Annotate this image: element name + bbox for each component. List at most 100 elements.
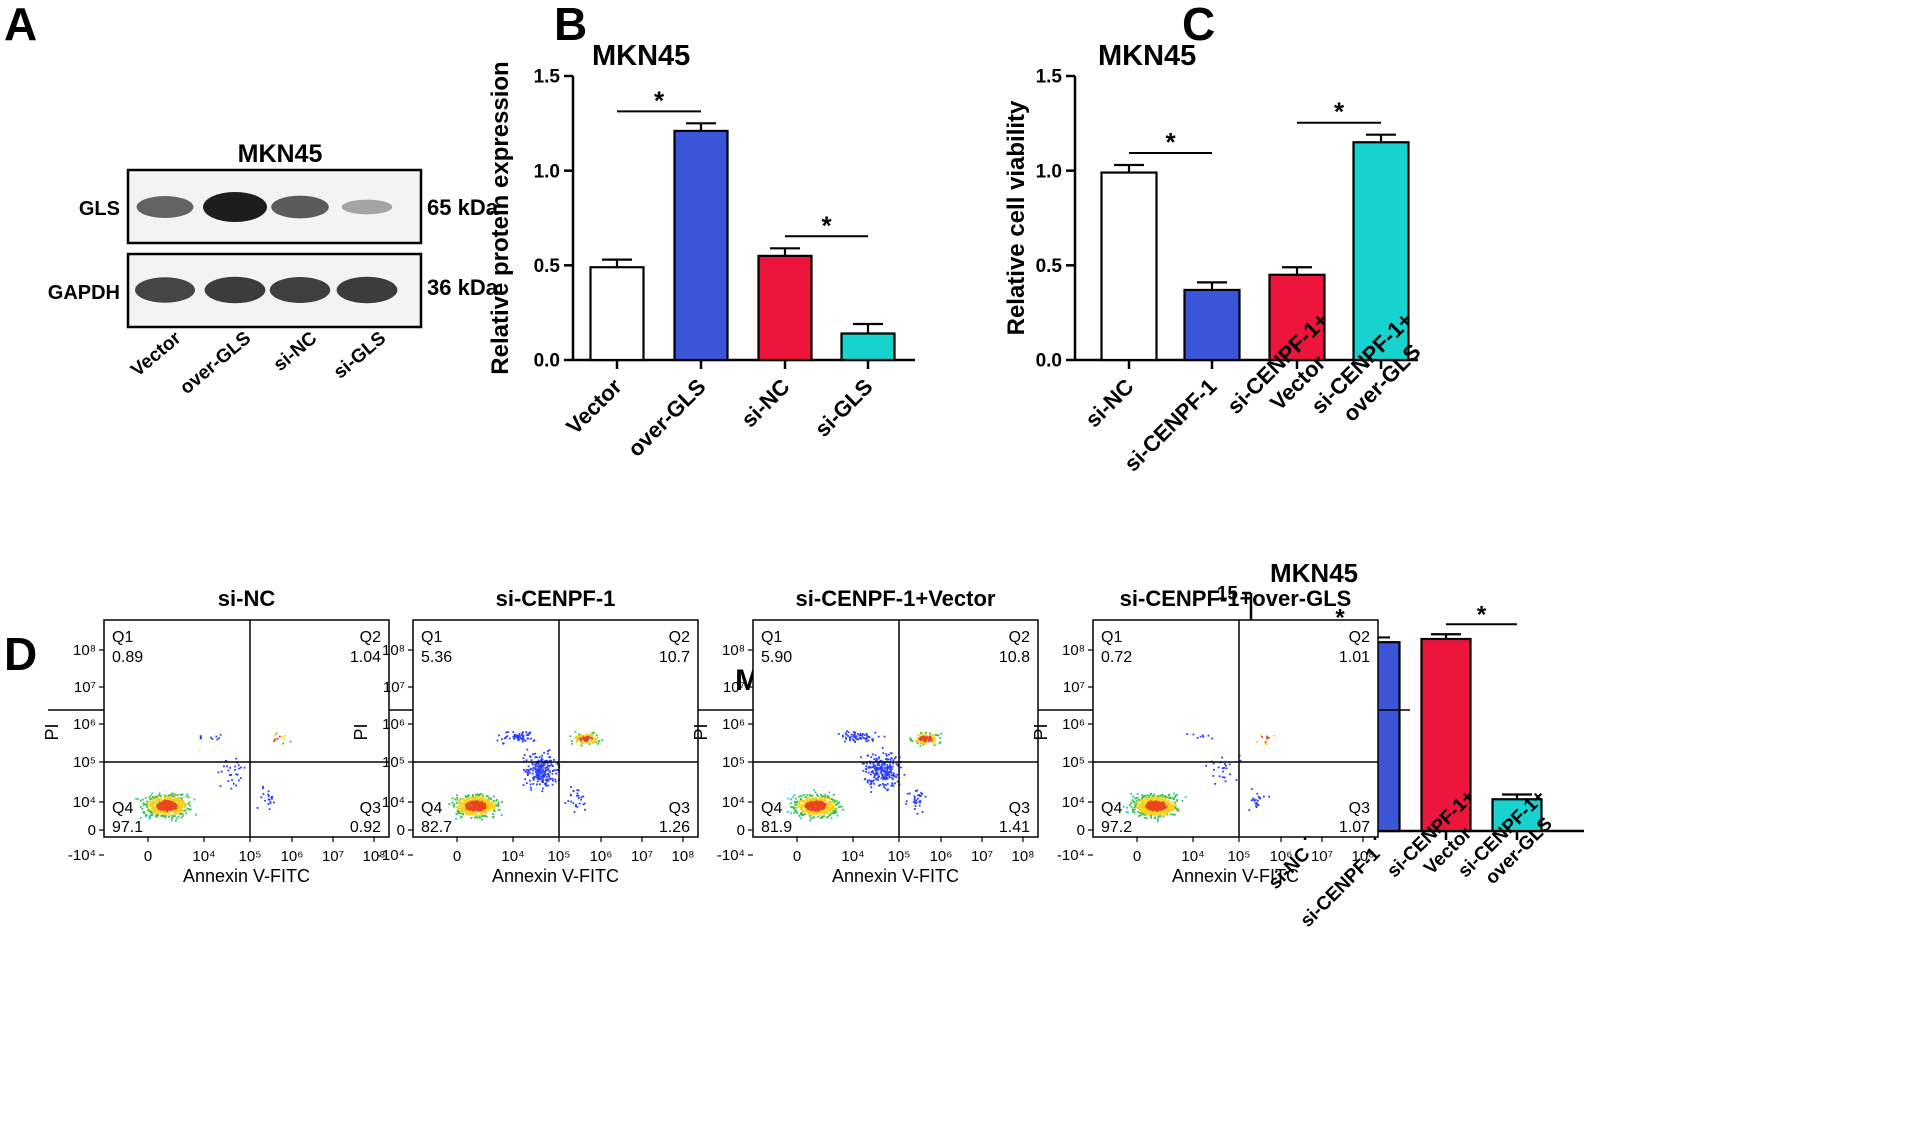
flow-dot bbox=[918, 794, 921, 796]
flow-dot bbox=[219, 785, 222, 787]
flow-dot bbox=[890, 757, 893, 760]
flow-dot bbox=[821, 795, 823, 797]
flow-dot bbox=[162, 812, 165, 815]
flow-dot bbox=[930, 735, 933, 738]
flow-dot bbox=[810, 799, 812, 801]
flow-dot bbox=[867, 766, 870, 769]
flow-dot bbox=[148, 796, 151, 799]
flow-dot bbox=[1157, 820, 1159, 823]
flow-dot bbox=[857, 738, 859, 741]
flow-dot bbox=[1157, 807, 1160, 810]
flow-dot bbox=[487, 799, 490, 802]
flow-dot bbox=[873, 772, 876, 775]
flow-dot bbox=[469, 809, 472, 811]
flow-dot bbox=[139, 816, 142, 819]
wb-band bbox=[136, 196, 194, 218]
flow-dot bbox=[483, 807, 486, 810]
flow-dot bbox=[168, 814, 171, 817]
y-axis-label: PI bbox=[1031, 723, 1051, 740]
flow-dot bbox=[577, 794, 580, 797]
flow-dot bbox=[804, 796, 807, 798]
flow-dot bbox=[905, 800, 908, 803]
flow-dot bbox=[926, 736, 928, 738]
flow-dot bbox=[881, 774, 884, 777]
flow-dot bbox=[1148, 795, 1150, 798]
flow-dot bbox=[793, 800, 796, 803]
flow-dot bbox=[889, 758, 892, 761]
flow-dot bbox=[799, 800, 802, 802]
flow-dot bbox=[184, 805, 186, 808]
flow-dot bbox=[176, 794, 179, 796]
flow-dot bbox=[590, 741, 592, 744]
flow-dot bbox=[870, 781, 873, 783]
flow-dot bbox=[488, 803, 491, 806]
flow-dot bbox=[544, 769, 547, 772]
flow-dot bbox=[168, 810, 170, 813]
y-tick-label: 10⁴ bbox=[73, 794, 96, 811]
flow-dot bbox=[1129, 804, 1131, 807]
flow-dot bbox=[1235, 779, 1238, 781]
flow-dot bbox=[159, 799, 161, 802]
flow-dot bbox=[461, 801, 463, 804]
flow-dot bbox=[854, 736, 856, 739]
flow-dot bbox=[181, 806, 184, 808]
flow-dot bbox=[1221, 756, 1224, 759]
flow-dot bbox=[1257, 804, 1260, 807]
flow-dot bbox=[181, 812, 184, 815]
y-tick-label: 10⁸ bbox=[382, 642, 405, 659]
flow-dot bbox=[483, 797, 485, 800]
flow-dot bbox=[491, 805, 494, 807]
flow-dot bbox=[932, 736, 934, 739]
quadrant-name: Q2 bbox=[360, 629, 381, 646]
flow-dot bbox=[933, 744, 936, 747]
flow-dot bbox=[481, 798, 483, 801]
y-tick-label: -10⁴ bbox=[1057, 847, 1085, 864]
flow-dot bbox=[527, 737, 530, 740]
flow-dot bbox=[554, 780, 557, 783]
flow-dot bbox=[833, 800, 836, 803]
flow-dot bbox=[475, 796, 477, 799]
flow-dot bbox=[891, 782, 894, 785]
flow-dot bbox=[827, 810, 830, 813]
flow-dot bbox=[521, 738, 523, 741]
flow-dot bbox=[474, 810, 476, 813]
flow-dot bbox=[832, 810, 835, 813]
quadrant-value-q2: 1.04 bbox=[350, 649, 381, 666]
flow-dot bbox=[237, 779, 240, 782]
flow-dot bbox=[529, 783, 532, 786]
flow-dot bbox=[835, 811, 838, 813]
flow-dot bbox=[892, 773, 894, 776]
flow-dot bbox=[795, 797, 797, 800]
flow-dot bbox=[553, 769, 556, 771]
flow-dot bbox=[156, 801, 159, 804]
flow-dot bbox=[462, 807, 465, 809]
flow-dot bbox=[915, 799, 918, 802]
flow-dot bbox=[832, 800, 834, 803]
flow-dot bbox=[1149, 803, 1152, 806]
flow-dot bbox=[884, 771, 886, 773]
flow-dot bbox=[909, 737, 912, 740]
bar bbox=[673, 129, 729, 362]
flow-dot bbox=[825, 816, 828, 819]
flow-dot bbox=[272, 801, 275, 804]
flow-dot bbox=[165, 810, 168, 813]
flow-dot bbox=[1173, 801, 1175, 803]
flow-dot bbox=[180, 813, 182, 815]
flow-dot bbox=[911, 740, 914, 742]
flow-dot bbox=[881, 768, 883, 770]
flow-dot bbox=[152, 804, 154, 807]
flow-dot bbox=[888, 775, 891, 778]
flow-dot bbox=[1143, 813, 1145, 816]
flow-dot bbox=[161, 815, 163, 817]
flow-dot bbox=[542, 774, 545, 777]
flow-dot bbox=[1145, 808, 1148, 810]
flow-dot bbox=[524, 778, 526, 781]
y-tick-label: 10⁷ bbox=[723, 679, 745, 696]
flow-dot bbox=[870, 756, 873, 759]
flow-dot bbox=[538, 771, 541, 773]
flow-dot bbox=[820, 803, 823, 806]
flow-dot bbox=[550, 759, 552, 762]
flow-dot bbox=[474, 803, 477, 806]
flow-dot bbox=[458, 812, 461, 814]
flow-dot bbox=[921, 736, 924, 739]
